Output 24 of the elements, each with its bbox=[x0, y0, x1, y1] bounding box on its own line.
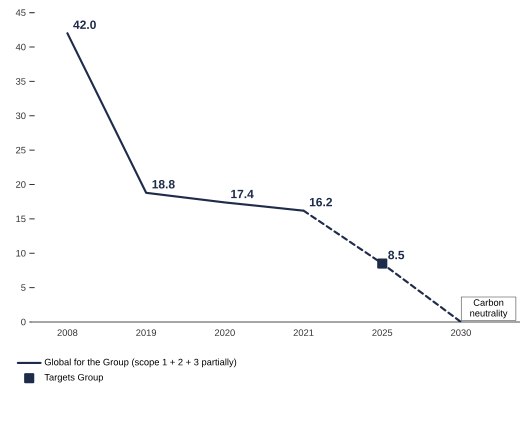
y-tick-label: 10 bbox=[16, 250, 26, 257]
y-tick-label: 0 bbox=[21, 318, 26, 326]
x-tick-label: 2020 bbox=[214, 329, 235, 336]
data-label: 16.2 bbox=[310, 198, 332, 206]
data-label: 18.8 bbox=[152, 180, 175, 188]
data-label: 42.0 bbox=[73, 20, 96, 30]
x-tick-label: 2008 bbox=[58, 329, 78, 336]
y-tick-label: 35 bbox=[16, 78, 26, 85]
y-tick-label: 45 bbox=[16, 9, 26, 16]
x-tick-label: 2025 bbox=[372, 329, 392, 336]
x-tick-label: 2030 bbox=[451, 329, 471, 336]
y-tick-label: 40 bbox=[16, 44, 26, 50]
y-tick-label: 25 bbox=[16, 146, 26, 154]
legend-label: Targets Group bbox=[44, 374, 104, 382]
y-tick-label: 5 bbox=[21, 284, 26, 291]
x-tick-label: 2021 bbox=[294, 329, 314, 336]
y-tick-label: 15 bbox=[16, 216, 26, 222]
data-label: 17.4 bbox=[231, 190, 254, 198]
legend-label: Global for the Group (scope 1 + 2 + 3 partially) bbox=[44, 358, 236, 368]
annotation: Carbon neutrality bbox=[470, 299, 508, 318]
x-tick-label: 2019 bbox=[136, 329, 156, 336]
data-label: 8.5 bbox=[388, 250, 404, 260]
y-tick-label: 30 bbox=[16, 112, 26, 120]
y-tick-label: 20 bbox=[16, 181, 26, 188]
